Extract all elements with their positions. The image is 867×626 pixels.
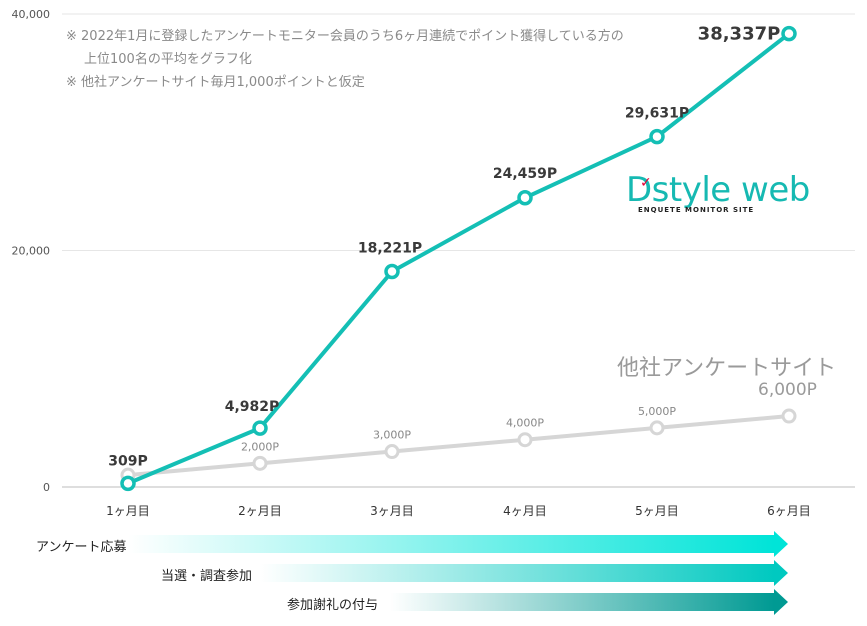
competitor-total-label: 6,000P (758, 380, 817, 400)
data-label-dstyle: 309P (108, 453, 147, 469)
arrow-head-reward (774, 589, 788, 615)
y-tick-label: 40,000 (12, 8, 51, 21)
arrow-label-participate: 当選・調査参加 (161, 569, 253, 584)
point-dstyle (252, 420, 268, 436)
competitor-series-label: 他社アンケートサイト (617, 356, 837, 381)
arrow-head-apply (774, 531, 788, 557)
point-competitor (517, 432, 533, 448)
point-competitor (384, 444, 400, 460)
x-tick-label: 1ヶ月目 (106, 504, 150, 518)
data-label-dstyle: 4,982P (225, 399, 280, 415)
y-tick-label: 20,000 (12, 245, 51, 258)
point-competitor (781, 408, 797, 424)
data-label-competitor: 3,000P (373, 429, 411, 442)
point-dstyle (120, 475, 136, 492)
series-line-competitor (127, 414, 790, 478)
x-tick-label: 2ヶ月目 (238, 504, 282, 518)
logo-subtext: ENQUETE MONITOR SITE (638, 206, 755, 214)
arrow-bar-participate (260, 564, 774, 582)
arrow-head-participate (774, 560, 788, 586)
x-tick-label: 3ヶ月目 (370, 504, 414, 518)
point-dstyle (384, 263, 400, 280)
arrow-label-apply: アンケート応募 (36, 540, 127, 555)
data-label-competitor: 2,000P (241, 440, 279, 453)
point-competitor (649, 420, 665, 436)
data-label-competitor: 4,000P (506, 417, 544, 430)
point-dstyle (649, 128, 665, 145)
arrow-row-participate: 当選・調査参加 (0, 560, 800, 586)
footnote-line-2: 上位100名の平均をグラフ化 (84, 52, 252, 67)
x-tick-label: 6ヶ月目 (767, 504, 811, 518)
checkmark-icon: ✓ (640, 175, 652, 191)
data-label-dstyle: 38,337P (698, 24, 781, 45)
arrow-row-reward: 参加謝礼の付与 (0, 589, 800, 615)
series-line-dstyle (127, 32, 791, 486)
data-label-dstyle: 29,631P (625, 106, 689, 122)
arrow-label-reward: 参加謝礼の付与 (287, 598, 379, 613)
x-tick-label: 5ヶ月目 (635, 504, 679, 518)
y-tick-label: 0 (43, 481, 50, 494)
logo-text: Dstyle web (626, 170, 810, 210)
point-dstyle (781, 25, 797, 42)
point-dstyle (517, 190, 533, 206)
data-label-dstyle: 18,221P (358, 241, 422, 257)
arrow-bar-reward (390, 593, 774, 611)
arrow-bar-apply (128, 535, 774, 553)
point-competitor (252, 455, 268, 471)
footnote-line-1: ※ 2022年1月に登録したアンケートモニター会員のうち6ヶ月連続でポイント獲得… (66, 29, 624, 44)
data-label-dstyle: 24,459P (493, 166, 557, 182)
data-label-competitor: 5,000P (638, 405, 676, 418)
dstyle-web-logo: Dstyle web ✓ ENQUETE MONITOR SITE (626, 170, 810, 220)
footnote-line-3: ※ 他社アンケートサイト毎月1,000ポイントと仮定 (66, 75, 365, 90)
arrow-row-apply: アンケート応募 (0, 531, 800, 557)
x-tick-label: 4ヶ月目 (503, 504, 547, 518)
